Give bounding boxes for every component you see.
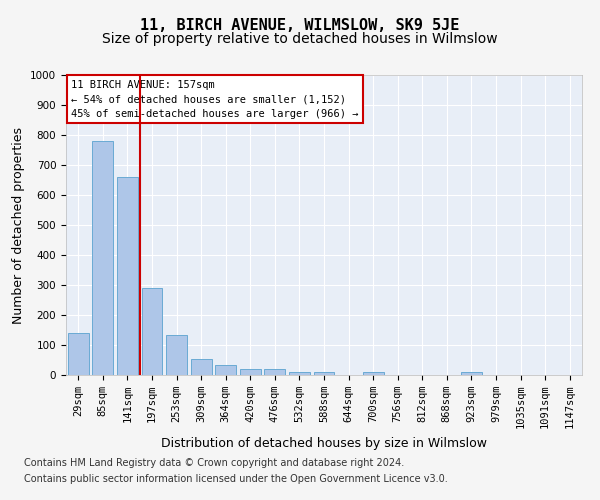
Bar: [68, 333, 89, 375]
Text: Size of property relative to detached houses in Wilmslow: Size of property relative to detached ho…: [102, 32, 498, 46]
Bar: [362, 372, 383, 375]
Bar: [240, 369, 261, 375]
Text: Contains HM Land Registry data © Crown copyright and database right 2024.: Contains HM Land Registry data © Crown c…: [24, 458, 404, 468]
Text: 11, BIRCH AVENUE, WILMSLOW, SK9 5JE: 11, BIRCH AVENUE, WILMSLOW, SK9 5JE: [140, 18, 460, 32]
Bar: [289, 372, 310, 375]
Text: 11 BIRCH AVENUE: 157sqm
← 54% of detached houses are smaller (1,152)
45% of semi: 11 BIRCH AVENUE: 157sqm ← 54% of detache…: [71, 80, 359, 119]
X-axis label: Distribution of detached houses by size in Wilmslow: Distribution of detached houses by size …: [161, 437, 487, 450]
Text: Contains public sector information licensed under the Open Government Licence v3: Contains public sector information licen…: [24, 474, 448, 484]
Bar: [142, 288, 163, 375]
Bar: [191, 358, 212, 375]
Bar: [166, 334, 187, 375]
Bar: [314, 372, 334, 375]
Y-axis label: Number of detached properties: Number of detached properties: [11, 126, 25, 324]
Bar: [117, 177, 138, 375]
Bar: [265, 369, 286, 375]
Bar: [92, 141, 113, 375]
Bar: [461, 372, 482, 375]
Bar: [215, 365, 236, 375]
